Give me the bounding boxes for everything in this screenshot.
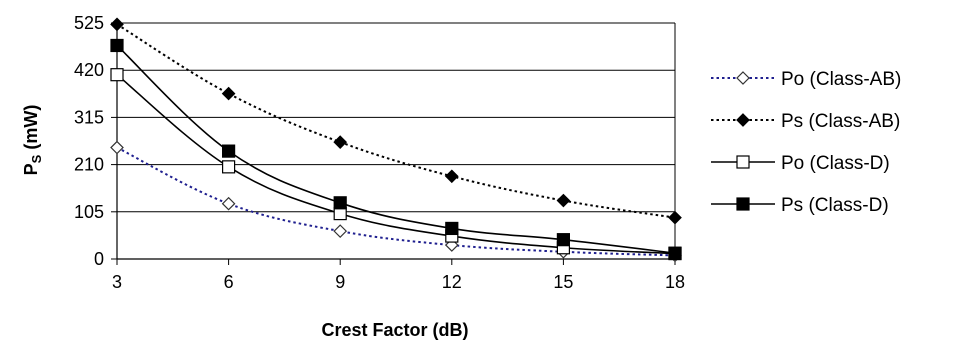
y-tick-label: 315 [74, 107, 104, 127]
data-point [222, 144, 236, 158]
legend-item: Po (Class-D) [711, 153, 890, 174]
data-point [333, 224, 348, 238]
data-point [444, 169, 459, 184]
data-point [110, 38, 124, 53]
series-line [116, 44, 676, 254]
legend: Po (Class-AB) Ps (Class-AB) Po (Class-D) Ps… [711, 69, 901, 216]
y-tick-label: 420 [74, 60, 104, 80]
legend-marker [736, 113, 750, 127]
x-tick-label: 12 [442, 272, 462, 292]
legend-marker [736, 71, 750, 85]
legend-item: Po (Class-AB) [711, 69, 901, 90]
y-tick-label: 210 [74, 155, 104, 175]
data-point [333, 196, 347, 210]
legend-label: Po (Class-D) [781, 153, 890, 174]
data-point [668, 210, 682, 225]
x-tick-label: 9 [335, 272, 345, 292]
grid [117, 22, 675, 213]
series-3 [110, 38, 682, 260]
svg-text:PS(mW): PS (mW) [21, 105, 44, 176]
x-tick-label: 3 [112, 272, 122, 292]
data-point [221, 196, 236, 211]
legend-label: Po (Class-AB) [781, 69, 901, 90]
data-point [333, 135, 348, 149]
x-tick-label: 18 [665, 272, 685, 292]
x-tick-label: 15 [553, 272, 573, 292]
series [110, 17, 682, 263]
series-line [116, 74, 676, 255]
x-tick-label: 6 [224, 272, 234, 292]
tick-labels: 0 105 210 315 420 525 3 6 9 12 15 18 [74, 13, 685, 292]
series-1 [110, 17, 682, 225]
data-point [110, 140, 124, 155]
data-point [445, 221, 459, 236]
legend-marker [736, 155, 750, 169]
y-axis-title-subscript: S [29, 154, 44, 163]
data-point [556, 193, 571, 208]
legend-item: Ps (Class-AB) [711, 111, 900, 132]
legend-marker [736, 197, 750, 211]
data-point [222, 160, 236, 174]
x-axis-title: Crest Factor (dB) [321, 320, 468, 340]
y-axis-title: PS (mW) [21, 105, 44, 176]
y-axis-title-unit: (mW) [21, 105, 41, 150]
data-point [110, 17, 124, 32]
legend-label: Ps (Class-D) [781, 195, 889, 216]
data-point [110, 68, 124, 82]
data-point [668, 246, 682, 260]
y-axis-title-main: P [21, 163, 41, 175]
data-point [221, 86, 236, 101]
data-point [556, 233, 571, 247]
series-line [116, 23, 676, 219]
y-tick-label: 105 [74, 202, 104, 222]
y-tick-label: 525 [74, 13, 104, 33]
legend-item: Ps (Class-D) [711, 195, 889, 216]
series-line [116, 146, 676, 257]
y-tick-label: 0 [94, 249, 104, 269]
legend-label: Ps (Class-AB) [781, 111, 900, 132]
